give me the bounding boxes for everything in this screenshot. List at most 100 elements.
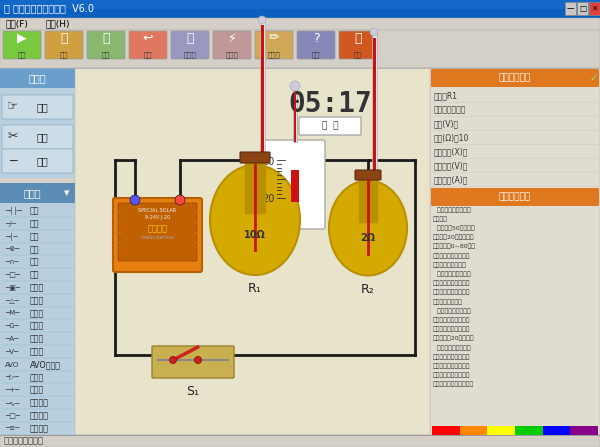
Text: ─≡─: ─≡─ bbox=[5, 426, 19, 432]
FancyBboxPatch shape bbox=[152, 346, 234, 378]
Text: S₁: S₁ bbox=[187, 385, 199, 398]
FancyBboxPatch shape bbox=[45, 31, 83, 59]
Text: 类别：电热模拟: 类别：电热模拟 bbox=[434, 105, 466, 114]
FancyBboxPatch shape bbox=[431, 188, 599, 206]
FancyBboxPatch shape bbox=[297, 31, 335, 59]
Circle shape bbox=[290, 81, 300, 91]
Text: 保存: 保存 bbox=[102, 52, 110, 58]
Text: 电流计: 电流计 bbox=[30, 322, 44, 331]
Text: AVO多用表: AVO多用表 bbox=[30, 360, 61, 369]
Text: 按钮内装50克煤油，: 按钮内装50克煤油， bbox=[433, 225, 475, 231]
Text: ▶: ▶ bbox=[17, 31, 27, 45]
Text: 位模型电流方便时，模: 位模型电流方便时，模 bbox=[433, 327, 470, 332]
FancyBboxPatch shape bbox=[240, 152, 270, 163]
Text: ─A─: ─A─ bbox=[5, 336, 18, 342]
Text: 变阻电灯: 变阻电灯 bbox=[30, 398, 49, 408]
Text: 电铃: 电铃 bbox=[30, 258, 40, 267]
Circle shape bbox=[370, 28, 378, 36]
FancyBboxPatch shape bbox=[0, 0, 600, 9]
FancyBboxPatch shape bbox=[213, 31, 251, 59]
Text: 电压表: 电压表 bbox=[30, 347, 44, 356]
Text: 删除: 删除 bbox=[36, 132, 48, 142]
Text: 📂: 📂 bbox=[60, 31, 68, 45]
FancyBboxPatch shape bbox=[0, 203, 75, 435]
FancyBboxPatch shape bbox=[245, 158, 265, 213]
Text: 文件菜单中可设置电: 文件菜单中可设置电 bbox=[433, 345, 471, 350]
Text: 05:17: 05:17 bbox=[288, 90, 372, 118]
FancyBboxPatch shape bbox=[565, 2, 576, 15]
Text: 🛒: 🛒 bbox=[354, 31, 362, 45]
Text: 电热模拟用于探究焦: 电热模拟用于探究焦 bbox=[433, 207, 471, 213]
Text: 拟器园室温20摄氏度。: 拟器园室温20摄氏度。 bbox=[433, 336, 475, 342]
Text: 冻  结: 冻 结 bbox=[322, 122, 338, 131]
FancyBboxPatch shape bbox=[291, 170, 299, 202]
Text: 导线: 导线 bbox=[36, 156, 48, 166]
Text: ✂: ✂ bbox=[8, 131, 18, 143]
Text: ─M─: ─M─ bbox=[5, 310, 19, 316]
FancyBboxPatch shape bbox=[87, 31, 125, 59]
Text: 度计刻度从0~80摄氏: 度计刻度从0~80摄氏 bbox=[433, 244, 476, 249]
Text: ─G─: ─G─ bbox=[5, 323, 19, 329]
Text: 打开: 打开 bbox=[60, 52, 68, 58]
FancyBboxPatch shape bbox=[261, 25, 264, 155]
Text: 方式的初始，控体不: 方式的初始，控体不 bbox=[433, 308, 471, 314]
Circle shape bbox=[170, 357, 176, 363]
Ellipse shape bbox=[210, 165, 300, 275]
Text: R₂: R₂ bbox=[361, 283, 375, 296]
Text: 二极管: 二极管 bbox=[30, 373, 44, 382]
FancyBboxPatch shape bbox=[432, 426, 460, 435]
FancyBboxPatch shape bbox=[2, 95, 73, 119]
Text: 手绘板: 手绘板 bbox=[268, 52, 280, 58]
Text: 30: 30 bbox=[263, 157, 275, 167]
FancyBboxPatch shape bbox=[577, 2, 588, 15]
FancyBboxPatch shape bbox=[118, 203, 197, 261]
Text: ─┤─: ─┤─ bbox=[5, 232, 18, 241]
FancyBboxPatch shape bbox=[0, 68, 75, 88]
FancyBboxPatch shape bbox=[260, 20, 265, 155]
Circle shape bbox=[258, 16, 266, 24]
FancyBboxPatch shape bbox=[542, 426, 571, 435]
Text: 💾: 💾 bbox=[102, 31, 110, 45]
FancyBboxPatch shape bbox=[261, 140, 325, 229]
Text: 度，电热丝电阻可在设: 度，电热丝电阻可在设 bbox=[433, 253, 470, 259]
Text: ─┤├─: ─┤├─ bbox=[5, 207, 22, 215]
Text: 当前元件说明: 当前元件说明 bbox=[499, 193, 531, 202]
Text: SPECIAL SOLAR: SPECIAL SOLAR bbox=[139, 208, 176, 213]
Text: 开关: 开关 bbox=[30, 232, 40, 241]
FancyBboxPatch shape bbox=[2, 149, 73, 173]
Text: 电流表: 电流表 bbox=[30, 334, 44, 343]
FancyBboxPatch shape bbox=[372, 33, 377, 173]
Text: 电热模拟: 电热模拟 bbox=[30, 424, 49, 433]
Text: ─+─: ─+─ bbox=[5, 387, 19, 393]
Text: 🟡 中学电路虚拟实验室  V6.0: 🟡 中学电路虚拟实验室 V6.0 bbox=[4, 3, 94, 13]
Text: 点击时钟可切换显示全: 点击时钟可切换显示全 bbox=[433, 363, 470, 369]
Text: 钟区，可切换最先显示。: 钟区，可切换最先显示。 bbox=[433, 382, 474, 388]
FancyBboxPatch shape bbox=[515, 426, 542, 435]
Text: 品晶电池: 品晶电池 bbox=[148, 224, 167, 233]
Circle shape bbox=[175, 195, 185, 205]
FancyBboxPatch shape bbox=[359, 175, 377, 222]
Text: —: — bbox=[566, 4, 574, 13]
Text: 帮助(H): 帮助(H) bbox=[45, 19, 70, 28]
Circle shape bbox=[130, 195, 140, 205]
Text: ✓: ✓ bbox=[590, 73, 598, 83]
Text: 电阻测试: 电阻测试 bbox=[30, 411, 49, 420]
Text: 电灯: 电灯 bbox=[30, 245, 40, 254]
Text: 提示：电路畅通。: 提示：电路畅通。 bbox=[4, 437, 44, 446]
Ellipse shape bbox=[329, 181, 407, 275]
Text: ─V─: ─V─ bbox=[5, 349, 18, 355]
Text: 电压(V)：: 电压(V)： bbox=[434, 119, 459, 128]
Text: ─/─: ─/─ bbox=[5, 221, 16, 227]
Text: ?: ? bbox=[313, 31, 319, 45]
Text: 模拟中却初注，默认当: 模拟中却初注，默认当 bbox=[433, 317, 470, 323]
FancyBboxPatch shape bbox=[293, 87, 297, 142]
Text: R₁: R₁ bbox=[248, 282, 262, 295]
Text: ─: ─ bbox=[9, 155, 17, 168]
Text: 元件箱: 元件箱 bbox=[23, 188, 41, 198]
Text: 20: 20 bbox=[263, 194, 275, 204]
Text: 电阻(Ω)：10: 电阻(Ω)：10 bbox=[434, 134, 469, 143]
FancyBboxPatch shape bbox=[113, 198, 202, 272]
Text: ✏: ✏ bbox=[269, 31, 279, 45]
Text: BRAND BATTERY: BRAND BATTERY bbox=[140, 236, 175, 240]
Text: ↩: ↩ bbox=[143, 31, 153, 45]
